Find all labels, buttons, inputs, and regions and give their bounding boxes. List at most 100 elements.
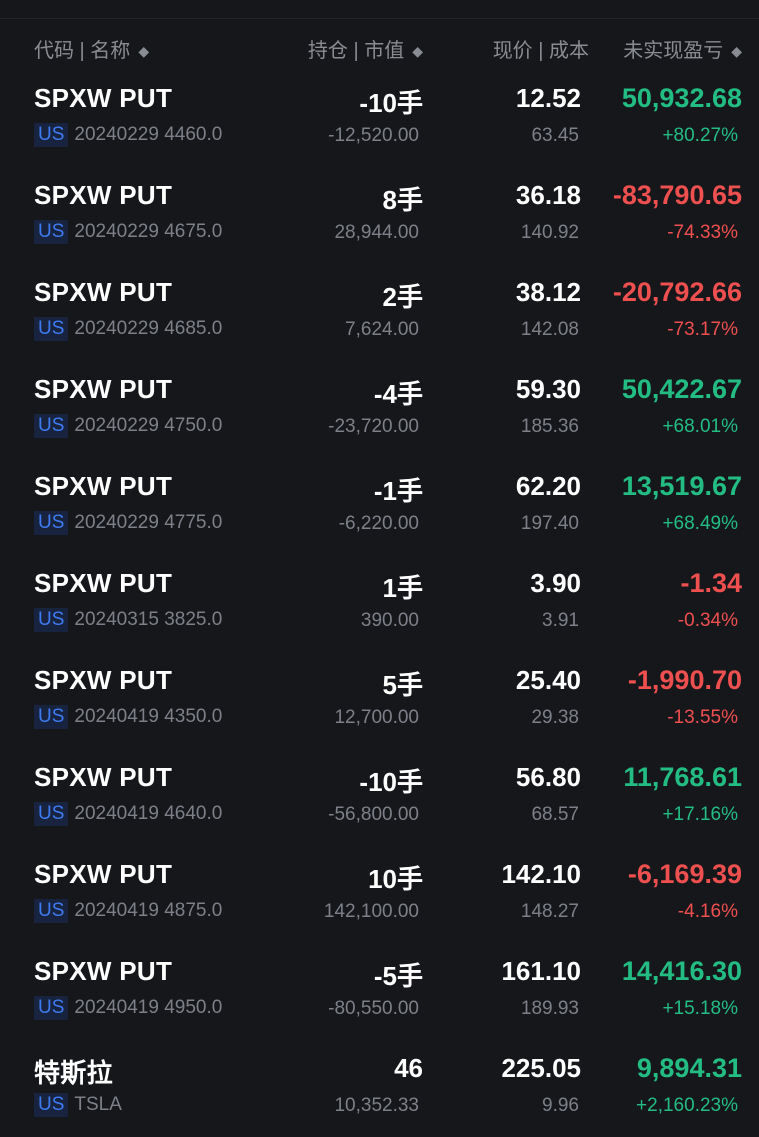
average-cost: 29.38 — [531, 707, 579, 728]
average-cost: 140.92 — [520, 222, 579, 243]
unrealized-pl: -20,792.66 — [612, 277, 742, 307]
contract-detail: 20240229 4750.0 — [74, 415, 223, 436]
position-row[interactable]: SPXW PUT US 20240229 4775.0 -1手 -6,220.00 62.… — [0, 458, 759, 555]
security-detail: US 20240229 4460.0 — [34, 123, 222, 147]
pl-header-label: 未实现盈亏 — [623, 40, 724, 62]
sort-icon: ◆ — [731, 43, 742, 59]
security-name: 特斯拉 — [34, 1058, 113, 1088]
current-price: 3.90 — [530, 568, 581, 598]
security-name: SPXW PUT — [34, 859, 173, 889]
security-detail: US 20240419 4350.0 — [34, 705, 222, 729]
security-name: SPXW PUT — [34, 277, 173, 307]
current-price: 59.30 — [515, 374, 581, 404]
market-value: 390.00 — [360, 610, 419, 631]
price-header: 现价 | 成本 — [493, 34, 589, 63]
market-value: -23,720.00 — [328, 416, 419, 437]
price-header-label: 现价 | 成本 — [492, 40, 589, 62]
position-quantity: -4手 — [373, 379, 423, 409]
contract-detail: 20240229 4675.0 — [74, 221, 223, 242]
name-header-label: 代码 | 名称 — [34, 40, 131, 62]
sort-icon: ◆ — [138, 43, 150, 59]
market-badge: US — [34, 220, 69, 244]
position-quantity: 10手 — [368, 864, 423, 894]
unrealized-pl: -1.34 — [680, 568, 742, 598]
current-price: 12.52 — [515, 83, 581, 113]
position-row[interactable]: SPXW PUT US 20240229 4675.0 8手 28,944.00 36.1… — [0, 167, 759, 264]
position-row[interactable]: SPXW PUT US 20240419 4950.0 -5手 -80,550.00 16… — [0, 943, 759, 1040]
position-quantity: 5手 — [382, 670, 423, 700]
position-row[interactable]: SPXW PUT US 20240419 4350.0 5手 12,700.00 25.4… — [0, 652, 759, 749]
unrealized-pl-percent: +68.49% — [662, 513, 738, 534]
unrealized-pl: -1,990.70 — [627, 665, 742, 695]
sort-name-header[interactable]: 代码 | 名称 ◆ — [34, 34, 149, 63]
position-quantity: -10手 — [359, 88, 423, 118]
average-cost: 189.93 — [520, 998, 579, 1019]
contract-detail: 20240229 4685.0 — [74, 318, 223, 339]
security-detail: US 20240229 4675.0 — [34, 220, 222, 244]
market-badge: US — [34, 705, 69, 729]
column-header: 代码 | 名称 ◆ 持仓 | 市值 ◆ 现价 | 成本 未实现盈亏 ◆ — [0, 30, 759, 64]
market-value: -12,520.00 — [328, 125, 419, 146]
sort-pl-header[interactable]: 未实现盈亏 ◆ — [623, 34, 742, 63]
position-quantity: 2手 — [382, 282, 423, 312]
position-quantity: 8手 — [382, 185, 423, 215]
security-detail: US TSLA — [34, 1093, 122, 1117]
average-cost: 68.57 — [531, 804, 579, 825]
contract-detail: 20240419 4875.0 — [74, 900, 223, 921]
position-row[interactable]: 特斯拉 US TSLA 46 10,352.33 225.05 9.96 9,894.31 +2… — [0, 1040, 759, 1137]
current-price: 56.80 — [515, 762, 581, 792]
average-cost: 197.40 — [520, 513, 579, 534]
security-detail: US 20240419 4875.0 — [34, 899, 222, 923]
current-price: 225.05 — [501, 1053, 581, 1083]
security-name: SPXW PUT — [34, 665, 173, 695]
unrealized-pl: -6,169.39 — [627, 859, 742, 889]
security-detail: US 20240229 4685.0 — [34, 317, 222, 341]
position-quantity: -10手 — [359, 767, 423, 797]
unrealized-pl: 11,768.61 — [623, 762, 742, 792]
current-price: 161.10 — [501, 956, 581, 986]
average-cost: 142.08 — [520, 319, 579, 340]
market-value: 10,352.33 — [334, 1095, 419, 1116]
unrealized-pl: 13,519.67 — [621, 471, 742, 501]
market-badge: US — [34, 414, 69, 438]
position-quantity: -5手 — [373, 961, 423, 991]
security-name: SPXW PUT — [34, 180, 173, 210]
unrealized-pl-percent: +17.16% — [662, 804, 738, 825]
security-name: SPXW PUT — [34, 83, 173, 113]
market-value: -56,800.00 — [328, 804, 419, 825]
market-value: -80,550.00 — [328, 998, 419, 1019]
contract-detail: 20240419 4950.0 — [74, 997, 223, 1018]
security-name: SPXW PUT — [34, 956, 173, 986]
market-value: 12,700.00 — [334, 707, 419, 728]
market-value: 7,624.00 — [345, 319, 419, 340]
market-badge: US — [34, 1093, 69, 1117]
contract-detail: 20240315 3825.0 — [74, 609, 223, 630]
average-cost: 148.27 — [520, 901, 579, 922]
unrealized-pl-percent: -13.55% — [667, 707, 738, 728]
position-row[interactable]: SPXW PUT US 20240229 4750.0 -4手 -23,720.00 59… — [0, 361, 759, 458]
market-badge: US — [34, 802, 69, 826]
position-quantity: 46 — [394, 1053, 423, 1083]
security-detail: US 20240419 4640.0 — [34, 802, 222, 826]
security-name: SPXW PUT — [34, 374, 173, 404]
position-row[interactable]: SPXW PUT US 20240315 3825.0 1手 390.00 3.90 3.9… — [0, 555, 759, 652]
contract-detail: 20240229 4775.0 — [74, 512, 223, 533]
position-row[interactable]: SPXW PUT US 20240229 4685.0 2手 7,624.00 38.12… — [0, 264, 759, 361]
unrealized-pl-percent: +2,160.23% — [636, 1095, 738, 1116]
current-price: 25.40 — [515, 665, 581, 695]
unrealized-pl: 50,932.68 — [621, 83, 742, 113]
position-header-label: 持仓 | 市值 — [307, 40, 405, 62]
contract-detail: 20240229 4460.0 — [74, 124, 223, 145]
security-detail: US 20240229 4775.0 — [34, 511, 222, 535]
average-cost: 185.36 — [520, 416, 579, 437]
position-row[interactable]: SPXW PUT US 20240419 4640.0 -10手 -56,800.00 5… — [0, 749, 759, 846]
position-row[interactable]: SPXW PUT US 20240229 4460.0 -10手 -12,520.00 1… — [0, 70, 759, 167]
sort-position-header[interactable]: 持仓 | 市值 ◆ — [308, 34, 423, 63]
unrealized-pl: 50,422.67 — [621, 374, 742, 404]
current-price: 36.18 — [515, 180, 581, 210]
position-row[interactable]: SPXW PUT US 20240419 4875.0 10手 142,100.00 14… — [0, 846, 759, 943]
market-badge: US — [34, 996, 69, 1020]
market-badge: US — [34, 317, 69, 341]
security-detail: US 20240315 3825.0 — [34, 608, 222, 632]
